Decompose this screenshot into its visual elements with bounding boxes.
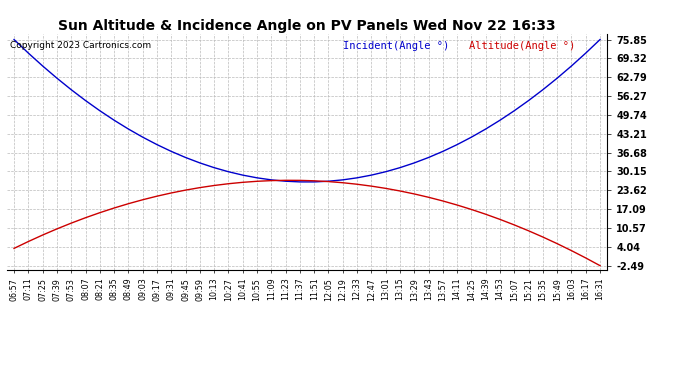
Text: Incident(Angle °): Incident(Angle °) — [343, 41, 449, 51]
Text: Copyright 2023 Cartronics.com: Copyright 2023 Cartronics.com — [10, 41, 151, 50]
Text: Altitude(Angle °): Altitude(Angle °) — [469, 41, 575, 51]
Title: Sun Altitude & Incidence Angle on PV Panels Wed Nov 22 16:33: Sun Altitude & Incidence Angle on PV Pan… — [58, 19, 556, 33]
